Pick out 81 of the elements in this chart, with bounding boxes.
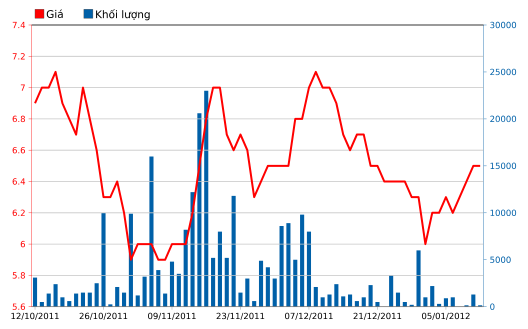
bar [375,302,380,307]
bar [306,232,312,307]
bar [314,286,318,307]
x-tick-label: 26/10/2011 [80,312,128,320]
y2-tick-label: 5000 [490,256,511,263]
bar [218,232,222,307]
bar [266,267,270,307]
bar [142,276,147,307]
bar [272,278,277,307]
bar [40,302,44,307]
bar [327,294,332,307]
y-tick-label: 6.4 [12,178,26,185]
bar [88,292,92,307]
bar [232,196,236,307]
bar [341,296,346,307]
bar [258,260,264,307]
bar [423,297,428,307]
x-tick-label: 21/12/2011 [354,312,402,320]
bar [245,278,250,307]
bar [60,297,64,307]
y2-tick-label: 0 [490,303,494,310]
bar [122,292,126,307]
bar [450,297,455,307]
bar [389,276,394,307]
bar [156,270,160,307]
bar [362,297,366,307]
legend-label: Khối lượng [96,9,150,20]
bar [101,212,106,307]
bar [280,226,284,307]
bar [348,294,352,307]
bar [430,286,434,307]
x-tick-label: 09/11/2011 [148,312,196,320]
bar [471,294,476,307]
legend-label: Giá [46,9,63,18]
bar [163,294,168,307]
y-tick-label: 6.6 [12,146,26,154]
x-tick-label: 07/12/2011 [285,312,333,320]
y2-tick-label: 30000 [490,22,516,28]
bar [136,295,140,307]
x-tick-label: 05/01/2012 [422,312,470,320]
bar [149,156,154,307]
bar [80,292,86,307]
bar [334,284,338,307]
bar [416,250,421,307]
y-tick-label: 7.4 [12,22,26,28]
bar [444,298,448,307]
bar [396,292,400,307]
bar [204,90,208,307]
bar [238,292,243,307]
bar [368,285,373,307]
y-tick-label: 6.8 [12,116,25,122]
bar [115,286,120,307]
x-tick-label: 23/11/2011 [216,312,264,320]
y2-tick-label: 15000 [490,162,516,170]
x-tick-label: 12/10/2011 [11,312,59,320]
y-tick-label: 5.6 [12,303,26,310]
y-tick-label: 6.2 [12,210,25,216]
y-tick-label: 7 [20,84,25,91]
bar [54,284,58,307]
y2-tick-label: 10000 [490,210,516,216]
bar [46,294,51,307]
bar [300,214,304,307]
y-tick-label: 6 [20,240,26,248]
bar [402,302,407,307]
bar [211,258,216,307]
y-tick-label: 5.8 [12,272,25,279]
bar [252,301,256,307]
y2-tick-label: 20000 [490,116,516,122]
bar [32,278,38,307]
bar [170,262,174,307]
bar [224,258,229,307]
bar [293,260,298,307]
bar [67,301,72,307]
bar [94,283,99,307]
bar [320,297,325,307]
bar [74,294,78,307]
bar [176,274,181,307]
y-tick-label: 7.2 [12,53,25,60]
y2-tick-label: 25000 [490,68,516,76]
bar [286,223,290,307]
bar [354,301,359,307]
